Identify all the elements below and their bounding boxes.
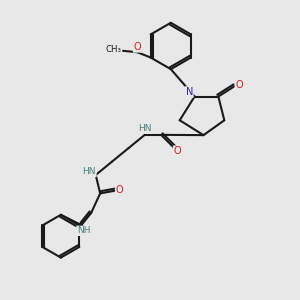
Text: O: O	[236, 80, 243, 90]
Text: HN: HN	[82, 167, 96, 176]
Text: NH: NH	[77, 226, 91, 235]
Text: O: O	[116, 185, 123, 195]
Text: CH₃: CH₃	[106, 45, 122, 54]
Text: HN: HN	[138, 124, 152, 133]
Text: O: O	[174, 146, 181, 156]
Text: O: O	[134, 42, 141, 52]
Text: N: N	[185, 87, 193, 97]
